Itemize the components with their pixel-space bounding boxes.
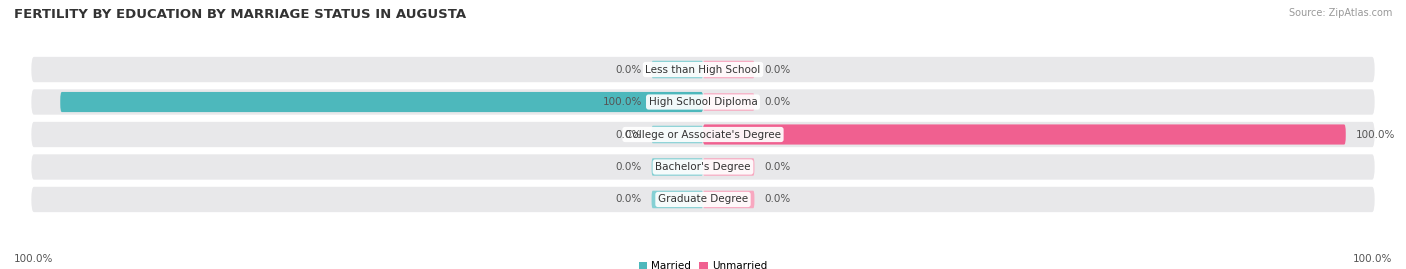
Text: 0.0%: 0.0% [616,129,643,140]
Text: Bachelor's Degree: Bachelor's Degree [655,162,751,172]
Text: Source: ZipAtlas.com: Source: ZipAtlas.com [1288,8,1392,18]
Text: 0.0%: 0.0% [763,97,790,107]
FancyBboxPatch shape [31,154,1375,180]
Text: FERTILITY BY EDUCATION BY MARRIAGE STATUS IN AUGUSTA: FERTILITY BY EDUCATION BY MARRIAGE STATU… [14,8,467,21]
FancyBboxPatch shape [703,158,755,176]
Text: Graduate Degree: Graduate Degree [658,194,748,204]
Text: 0.0%: 0.0% [616,162,643,172]
FancyBboxPatch shape [703,93,755,111]
Text: 0.0%: 0.0% [763,162,790,172]
FancyBboxPatch shape [31,57,1375,82]
FancyBboxPatch shape [31,122,1375,147]
Text: 0.0%: 0.0% [616,65,643,75]
Text: High School Diploma: High School Diploma [648,97,758,107]
Legend: Married, Unmarried: Married, Unmarried [634,257,772,269]
Text: 100.0%: 100.0% [14,254,53,264]
FancyBboxPatch shape [31,89,1375,115]
Text: 0.0%: 0.0% [763,194,790,204]
FancyBboxPatch shape [703,61,755,78]
FancyBboxPatch shape [651,158,703,176]
Text: College or Associate's Degree: College or Associate's Degree [626,129,780,140]
Text: Less than High School: Less than High School [645,65,761,75]
Text: 100.0%: 100.0% [1355,129,1395,140]
FancyBboxPatch shape [703,125,1346,144]
Text: 100.0%: 100.0% [1353,254,1392,264]
FancyBboxPatch shape [651,191,703,208]
Text: 0.0%: 0.0% [616,194,643,204]
FancyBboxPatch shape [703,191,755,208]
FancyBboxPatch shape [31,187,1375,212]
Text: 0.0%: 0.0% [763,65,790,75]
FancyBboxPatch shape [651,93,703,111]
FancyBboxPatch shape [651,126,703,143]
Text: 100.0%: 100.0% [603,97,643,107]
FancyBboxPatch shape [60,92,703,112]
FancyBboxPatch shape [703,126,755,143]
FancyBboxPatch shape [651,61,703,78]
